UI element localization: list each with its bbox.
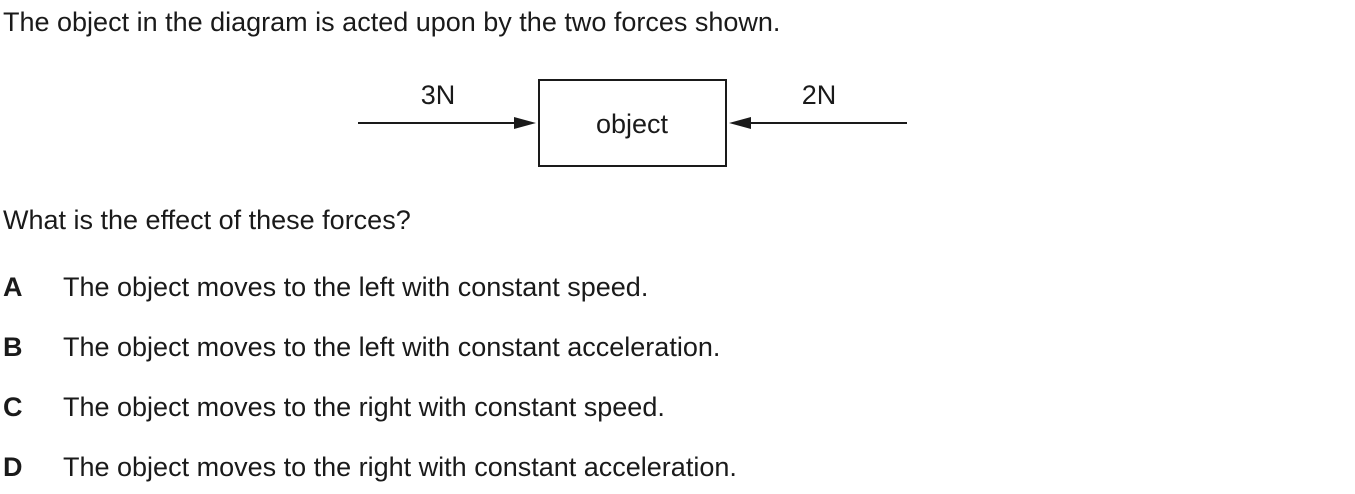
question-text: What is the effect of these forces? (3, 202, 411, 238)
force-diagram: 3N object 2N (0, 0, 1355, 200)
object-label: object (596, 109, 669, 139)
option-letter: B (3, 329, 23, 365)
option-text: The object moves to the right with const… (63, 449, 737, 485)
option-letter: D (3, 449, 23, 485)
option-letter: C (3, 389, 23, 425)
option-text: The object moves to the left with consta… (63, 269, 648, 305)
option-text: The object moves to the right with const… (63, 389, 665, 425)
right-force-arrow (729, 117, 907, 129)
option-letter: A (3, 269, 23, 305)
left-force-arrow (358, 117, 536, 129)
option-text: The object moves to the left with consta… (63, 329, 720, 365)
right-force-label: 2N (802, 80, 837, 110)
left-force-label: 3N (421, 80, 456, 110)
